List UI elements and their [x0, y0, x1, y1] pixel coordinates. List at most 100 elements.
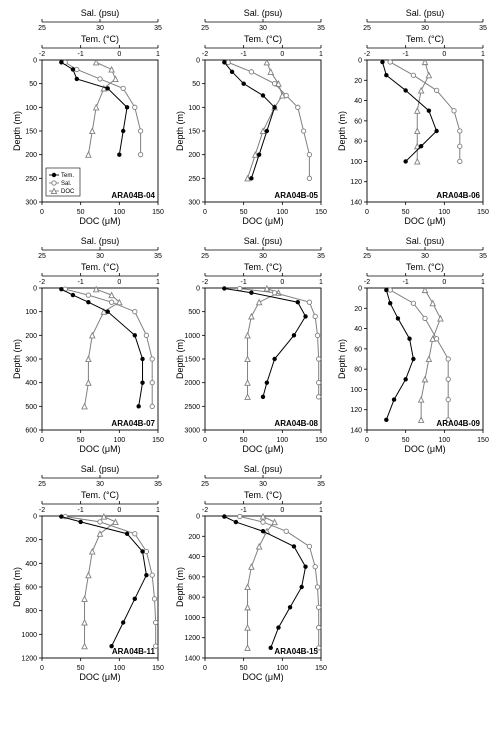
svg-text:1000: 1000	[21, 632, 37, 639]
doc-axis-label: DOC (μM)	[79, 444, 120, 454]
svg-text:800: 800	[188, 595, 200, 602]
svg-text:-1: -1	[78, 279, 84, 286]
svg-text:0: 0	[196, 514, 200, 521]
svg-text:0: 0	[40, 437, 44, 444]
depth-axis-label: Depth (m)	[337, 339, 347, 379]
svg-text:400: 400	[25, 561, 37, 568]
svg-text:300: 300	[188, 200, 200, 207]
svg-text:150: 150	[152, 665, 164, 672]
panel-ARA04B-09: Sal. (psu)253035Tem. (°C)-2-101Depth (m)…	[333, 236, 492, 458]
svg-text:0: 0	[40, 209, 44, 216]
svg-text:35: 35	[154, 25, 162, 32]
svg-text:-1: -1	[78, 507, 84, 514]
svg-text:0: 0	[33, 58, 37, 65]
svg-text:30: 30	[259, 25, 267, 32]
svg-text:25: 25	[363, 253, 371, 260]
svg-text:1: 1	[156, 51, 160, 58]
depth-profile-chart: Sal. (psu)253035Tem. (°C)-2-101Depth (m)…	[171, 8, 327, 230]
svg-text:200: 200	[25, 333, 37, 340]
svg-text:1400: 1400	[184, 656, 200, 663]
svg-text:150: 150	[25, 129, 37, 136]
panel-ARA04B-05: Sal. (psu)253035Tem. (°C)-2-101Depth (m)…	[171, 8, 330, 230]
svg-text:35: 35	[317, 481, 325, 488]
station-label: ARA04B-04	[111, 191, 155, 200]
svg-text:25: 25	[38, 481, 46, 488]
svg-text:1: 1	[319, 51, 323, 58]
svg-text:40: 40	[355, 98, 363, 105]
svg-text:0: 0	[203, 665, 207, 672]
panel-ARA04B-11: Sal. (psu)253035Tem. (°C)-2-101Depth (m)…	[8, 464, 167, 686]
station-label: ARA04B-07	[111, 419, 155, 428]
svg-text:200: 200	[25, 152, 37, 159]
depth-axis-label: Depth (m)	[12, 339, 22, 379]
svg-text:0: 0	[280, 51, 284, 58]
svg-text:1000: 1000	[184, 333, 200, 340]
depth-profile-chart: Sal. (psu)253035Tem. (°C)-2-101Depth (m)…	[333, 236, 489, 458]
chart-grid: Sal. (psu) 25 30 35 Tem. (°C) -2 -1 0 1 Depth (m)…	[8, 8, 492, 686]
svg-text:0: 0	[196, 58, 200, 65]
depth-profile-chart: Sal. (psu)253035Tem. (°C)-2-101Depth (m)…	[171, 464, 327, 686]
svg-text:500: 500	[25, 404, 37, 411]
svg-text:0: 0	[117, 507, 121, 514]
svg-text:300: 300	[25, 200, 37, 207]
doc-axis-label: DOC (μM)	[242, 216, 283, 226]
svg-text:0: 0	[40, 665, 44, 672]
doc-axis-label: DOC (μM)	[79, 672, 120, 682]
svg-text:-2: -2	[364, 279, 370, 286]
legend-item-label: DOC	[61, 189, 75, 195]
svg-text:200: 200	[188, 534, 200, 541]
svg-text:-2: -2	[202, 507, 208, 514]
svg-text:30: 30	[259, 253, 267, 260]
svg-text:600: 600	[25, 428, 37, 435]
temperature-axis-label: Tem. (°C)	[244, 34, 282, 44]
svg-text:30: 30	[96, 481, 104, 488]
svg-text:0: 0	[365, 437, 369, 444]
svg-text:60: 60	[355, 346, 363, 353]
depth-axis-label: Depth (m)	[12, 567, 22, 607]
depth-profile-chart: Sal. (psu)253035Tem. (°C)-2-101Depth (m)…	[333, 8, 489, 230]
salinity-axis-label: Sal. (psu)	[81, 464, 120, 474]
svg-text:-1: -1	[240, 51, 246, 58]
svg-text:-1: -1	[78, 51, 84, 58]
legend-item-label: Tem.	[61, 173, 74, 179]
svg-text:140: 140	[351, 428, 363, 435]
svg-text:250: 250	[25, 176, 37, 183]
svg-text:2000: 2000	[184, 380, 200, 387]
panel-ARA04B-06: Sal. (psu)253035Tem. (°C)-2-101Depth (m)…	[333, 8, 492, 230]
svg-text:0: 0	[365, 209, 369, 216]
svg-text:30: 30	[421, 25, 429, 32]
svg-text:50: 50	[77, 209, 85, 216]
svg-text:30: 30	[259, 481, 267, 488]
salinity-axis-label: Sal. (psu)	[406, 8, 445, 18]
svg-text:25: 25	[201, 481, 209, 488]
depth-axis-label: Depth (m)	[337, 111, 347, 151]
svg-text:100: 100	[113, 665, 125, 672]
svg-text:-1: -1	[240, 279, 246, 286]
svg-text:100: 100	[25, 105, 37, 112]
svg-text:100: 100	[439, 437, 451, 444]
svg-text:3000: 3000	[184, 428, 200, 435]
svg-text:100: 100	[113, 437, 125, 444]
svg-text:25: 25	[201, 25, 209, 32]
svg-text:140: 140	[351, 200, 363, 207]
svg-text:30: 30	[421, 253, 429, 260]
station-label: ARA04B-09	[437, 419, 481, 428]
svg-text:50: 50	[29, 81, 37, 88]
svg-text:-2: -2	[202, 51, 208, 58]
svg-text:1: 1	[481, 279, 485, 286]
svg-text:50: 50	[402, 437, 410, 444]
depth-profile-chart: Sal. (psu)253035Tem. (°C)-2-101Depth (m)…	[171, 236, 327, 458]
svg-text:0: 0	[33, 514, 37, 521]
salinity-axis-label: Sal. (psu)	[243, 464, 282, 474]
salinity-axis-label: Sal. (psu)	[406, 236, 445, 246]
panel-ARA04B-04: Sal. (psu)253035Tem. (°C)-2-101Depth (m)…	[8, 8, 167, 230]
svg-text:35: 35	[317, 25, 325, 32]
svg-text:-2: -2	[39, 279, 45, 286]
svg-text:100: 100	[439, 209, 451, 216]
svg-text:-2: -2	[39, 51, 45, 58]
salinity-axis-label: Sal. (psu)	[243, 8, 282, 18]
svg-text:0: 0	[117, 279, 121, 286]
svg-text:50: 50	[239, 665, 247, 672]
panel-ARA04B-15: Sal. (psu)253035Tem. (°C)-2-101Depth (m)…	[171, 464, 330, 686]
svg-text:80: 80	[355, 139, 363, 146]
